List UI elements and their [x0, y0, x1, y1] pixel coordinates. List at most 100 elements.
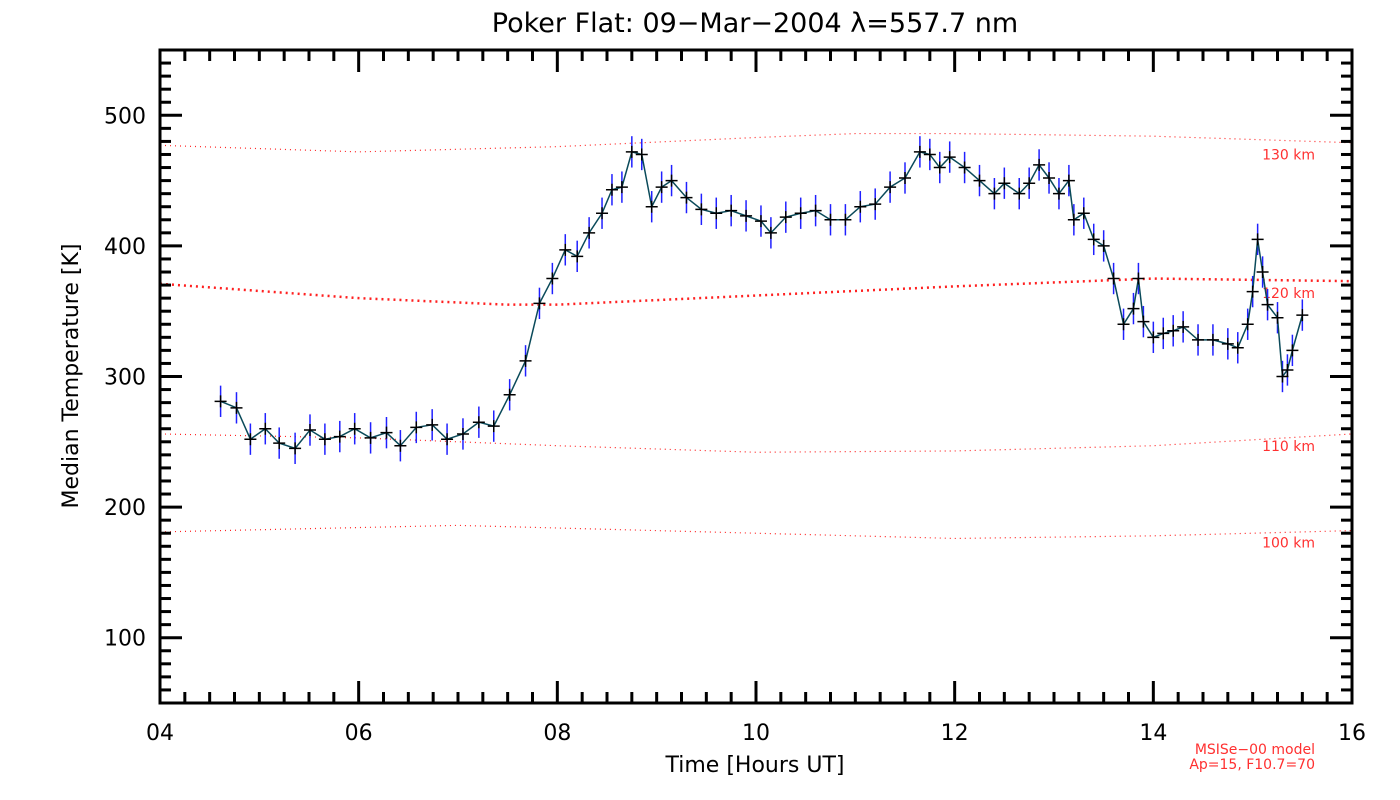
data-point [1221, 337, 1234, 350]
data-point [214, 395, 227, 408]
y-tick-label: 500 [104, 104, 146, 129]
data-point [472, 416, 485, 429]
data-point [605, 183, 618, 196]
data-point [289, 442, 302, 455]
y-tick-label: 100 [104, 627, 146, 652]
data-point [1177, 320, 1190, 333]
model-curve-120km [159, 277, 1353, 306]
data-point [1241, 318, 1254, 331]
data-point [665, 174, 678, 187]
x-tick-label: 12 [941, 721, 969, 746]
data-point [1127, 302, 1140, 315]
data-point [923, 148, 936, 161]
data-point [441, 433, 454, 446]
data-point [1296, 309, 1309, 322]
data-point [394, 439, 407, 452]
data-point [839, 213, 852, 226]
data-point [348, 422, 361, 435]
data-point [1043, 171, 1056, 184]
data-point [645, 200, 658, 213]
data-point [625, 145, 638, 158]
data-point [318, 433, 331, 446]
model-note-line2: Ap=15, F10.7=70 [1189, 757, 1315, 773]
data-point [973, 174, 986, 187]
y-tick-label: 400 [104, 235, 146, 260]
model-curve-130km [159, 132, 1353, 153]
data-point [1067, 213, 1080, 226]
data-point [1097, 239, 1110, 252]
data-point [725, 204, 738, 217]
data-point [913, 145, 926, 158]
data-point [1276, 370, 1289, 383]
temperature-series [214, 136, 1309, 465]
data-point [1231, 341, 1244, 354]
data-point [854, 200, 867, 213]
axis-ticks: 04 06 08 10 12 14 16 100 200 300 400 500 [104, 48, 1366, 746]
data-point [869, 198, 882, 211]
data-point [333, 430, 346, 443]
data-point [244, 433, 257, 446]
data-point [1077, 207, 1090, 220]
data-point [1137, 315, 1150, 328]
data-point [998, 177, 1011, 190]
x-tick-label: 10 [742, 721, 770, 746]
x-tick-label: 16 [1338, 721, 1366, 746]
data-point [426, 418, 439, 431]
data-point [1271, 311, 1284, 324]
data-point [1052, 187, 1065, 200]
data-point [1251, 233, 1264, 246]
data-point [503, 388, 516, 401]
data-point [583, 226, 596, 239]
data-point [710, 207, 723, 220]
y-axis-title: Median Temperature [K] [59, 244, 84, 509]
data-point [764, 226, 777, 239]
data-point [259, 422, 272, 435]
data-point [1107, 272, 1120, 285]
data-point [943, 151, 956, 164]
data-point [380, 426, 393, 439]
data-point [1192, 333, 1205, 346]
data-point [809, 204, 822, 217]
data-point [794, 207, 807, 220]
data-point [273, 437, 286, 450]
data-point [899, 171, 911, 184]
x-tick-label: 14 [1139, 721, 1167, 746]
data-point [1147, 331, 1160, 344]
data-point [1261, 298, 1274, 311]
data-point [1256, 266, 1269, 279]
data-point [695, 203, 708, 216]
data-point [456, 427, 469, 440]
data-point [1206, 333, 1219, 346]
model-curve-label: 130 km [1262, 148, 1315, 164]
model-curve-label: 110 km [1262, 439, 1315, 455]
data-point [1167, 324, 1180, 337]
model-curve-100km [159, 524, 1353, 540]
data-point [740, 209, 753, 222]
data-point [1087, 233, 1100, 246]
data-point [1246, 285, 1259, 298]
data-point [571, 250, 584, 263]
data-point [958, 161, 971, 174]
data-point [1286, 344, 1299, 357]
data-point [303, 424, 316, 437]
data-point [596, 207, 609, 220]
data-point [410, 421, 423, 434]
data-point [1132, 272, 1145, 285]
x-tick-label: 08 [543, 721, 571, 746]
y-tick-label: 200 [104, 496, 146, 521]
data-point [533, 297, 546, 310]
model-curve-label: 100 km [1262, 536, 1315, 552]
data-point [988, 187, 1001, 200]
data-point [519, 354, 532, 367]
x-tick-label: 04 [146, 721, 174, 746]
data-point [779, 211, 792, 224]
data-point [546, 272, 559, 285]
data-point [1033, 158, 1046, 171]
plot-frame [158, 48, 1354, 705]
x-axis-title: Time [Hours UT] [665, 753, 845, 778]
msis-model-curves: 130 km 120 km 110 km 100 km [159, 132, 1353, 552]
data-point [615, 181, 628, 194]
data-point [635, 148, 648, 161]
x-tick-label: 06 [345, 721, 373, 746]
data-point [1062, 174, 1075, 187]
